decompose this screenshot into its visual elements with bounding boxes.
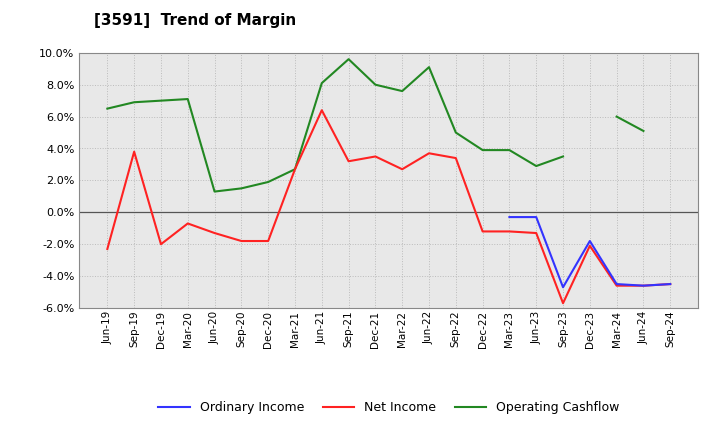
Operating Cashflow (478, 147, 487, 153)
Net Income (451, 155, 460, 161)
Ordinary Income (398, 210, 407, 215)
Net Income (559, 301, 567, 306)
Ordinary Income (130, 210, 138, 215)
Ordinary Income (371, 210, 379, 215)
Ordinary Income (612, 282, 621, 287)
Ordinary Income (237, 210, 246, 215)
Ordinary Income (157, 210, 166, 215)
Net Income (210, 231, 219, 236)
Ordinary Income (318, 210, 326, 215)
Ordinary Income (425, 210, 433, 215)
Net Income (157, 242, 166, 247)
Operating Cashflow (585, 210, 594, 215)
Net Income (344, 159, 353, 164)
Operating Cashflow (103, 106, 112, 111)
Ordinary Income (532, 214, 541, 220)
Net Income (130, 149, 138, 154)
Operating Cashflow (639, 128, 648, 134)
Net Income (103, 246, 112, 252)
Net Income (398, 167, 407, 172)
Operating Cashflow (210, 189, 219, 194)
Net Income (639, 283, 648, 288)
Ordinary Income (559, 285, 567, 290)
Net Income (425, 150, 433, 156)
Text: [3591]  Trend of Margin: [3591] Trend of Margin (94, 13, 296, 28)
Ordinary Income (666, 282, 675, 287)
Line: Net Income: Net Income (107, 110, 670, 303)
Net Income (505, 229, 514, 234)
Operating Cashflow (237, 186, 246, 191)
Ordinary Income (210, 210, 219, 215)
Ordinary Income (585, 238, 594, 244)
Ordinary Income (264, 210, 272, 215)
Net Income (478, 229, 487, 234)
Line: Operating Cashflow: Operating Cashflow (107, 59, 644, 191)
Operating Cashflow (398, 88, 407, 94)
Net Income (318, 107, 326, 113)
Operating Cashflow (451, 130, 460, 135)
Operating Cashflow (612, 114, 621, 119)
Net Income (532, 231, 541, 236)
Ordinary Income (639, 283, 648, 288)
Net Income (291, 167, 300, 172)
Operating Cashflow (425, 65, 433, 70)
Line: Ordinary Income: Ordinary Income (510, 217, 670, 287)
Operating Cashflow (532, 163, 541, 169)
Legend: Ordinary Income, Net Income, Operating Cashflow: Ordinary Income, Net Income, Operating C… (153, 396, 624, 419)
Net Income (612, 283, 621, 288)
Net Income (666, 282, 675, 287)
Ordinary Income (478, 210, 487, 215)
Ordinary Income (291, 210, 300, 215)
Operating Cashflow (157, 98, 166, 103)
Net Income (237, 238, 246, 244)
Net Income (264, 238, 272, 244)
Operating Cashflow (559, 154, 567, 159)
Operating Cashflow (344, 56, 353, 62)
Net Income (585, 243, 594, 249)
Net Income (184, 221, 192, 226)
Ordinary Income (451, 210, 460, 215)
Operating Cashflow (184, 96, 192, 102)
Operating Cashflow (666, 210, 675, 215)
Operating Cashflow (505, 147, 514, 153)
Ordinary Income (184, 210, 192, 215)
Operating Cashflow (318, 81, 326, 86)
Net Income (371, 154, 379, 159)
Operating Cashflow (264, 180, 272, 185)
Ordinary Income (344, 210, 353, 215)
Operating Cashflow (291, 167, 300, 172)
Operating Cashflow (371, 82, 379, 87)
Ordinary Income (103, 210, 112, 215)
Operating Cashflow (130, 99, 138, 105)
Ordinary Income (505, 214, 514, 220)
